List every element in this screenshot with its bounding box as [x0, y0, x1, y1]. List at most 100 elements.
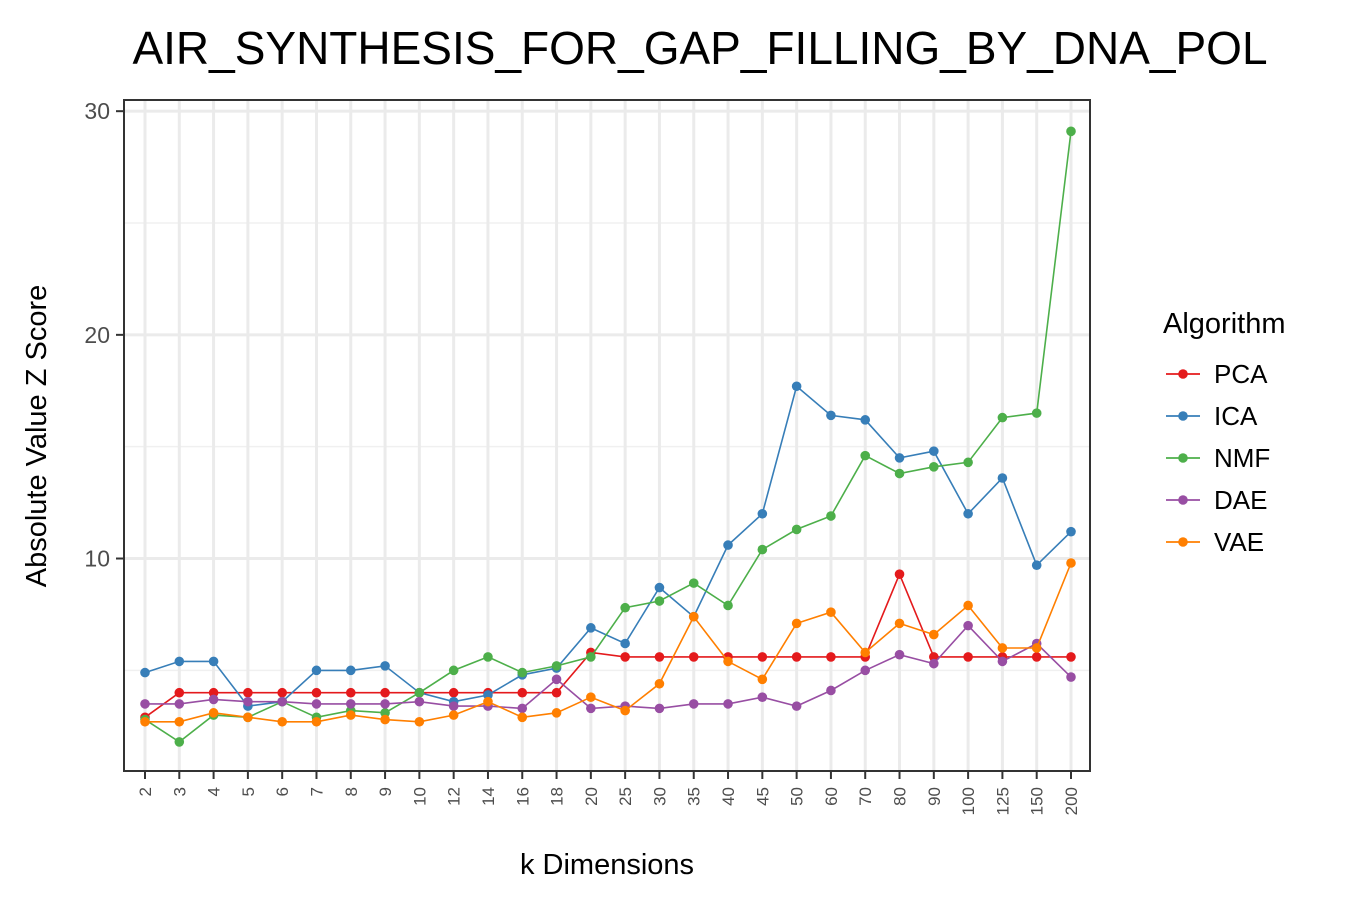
data-point-pca	[826, 652, 836, 662]
x-tick-label: 30	[650, 787, 669, 806]
data-point-nmf	[1031, 408, 1042, 418]
x-tick-label: 3	[170, 787, 189, 796]
x-tick-label: 125	[993, 787, 1012, 815]
data-point-ica	[860, 415, 871, 425]
data-point-dae	[448, 701, 459, 711]
data-point-vae	[517, 712, 528, 723]
x-tick-label: 60	[822, 787, 841, 806]
data-point-ica	[174, 656, 185, 667]
data-point-dae	[963, 620, 973, 631]
legend-label-nmf: NMF	[1214, 443, 1270, 473]
data-point-vae	[723, 656, 733, 667]
data-point-dae	[174, 699, 185, 709]
data-point-pca	[1031, 652, 1042, 662]
data-point-dae	[311, 699, 322, 709]
legend-label-dae: DAE	[1214, 485, 1267, 515]
data-point-vae	[414, 716, 425, 727]
x-tick-label: 10	[410, 787, 429, 806]
y-tick-label: 10	[84, 546, 110, 572]
data-point-vae	[277, 716, 287, 727]
legend-label-vae: VAE	[1214, 527, 1264, 557]
data-point-dae	[380, 699, 390, 709]
data-point-vae	[483, 696, 493, 707]
data-point-vae	[140, 716, 150, 727]
data-point-nmf	[757, 544, 768, 555]
data-point-ica	[723, 540, 733, 550]
data-point-pca	[894, 569, 905, 579]
legend-items: PCA ICA NMF DAE VAE	[1166, 359, 1270, 557]
data-point-vae	[208, 708, 219, 718]
data-point-dae	[140, 699, 150, 709]
data-point-vae	[243, 712, 253, 723]
data-point-pca	[929, 652, 939, 662]
chart-title: AIR_SYNTHESIS_FOR_GAP_FILLING_BY_DNA_POL	[132, 22, 1267, 74]
data-point-ica	[791, 381, 802, 392]
data-point-dae	[586, 703, 596, 714]
data-point-dae	[997, 656, 1008, 667]
data-point-vae	[894, 618, 905, 629]
data-point-vae	[757, 674, 768, 685]
data-point-dae	[860, 665, 871, 676]
data-point-ica	[826, 410, 836, 421]
data-point-dae	[826, 685, 836, 696]
data-point-nmf	[1066, 126, 1076, 137]
data-point-dae	[345, 699, 356, 709]
data-point-pca	[688, 652, 699, 662]
data-point-dae	[791, 701, 802, 711]
x-tick-label: 35	[685, 787, 704, 806]
data-point-nmf	[620, 602, 630, 613]
y-tick-labels: 10 20 30	[84, 98, 110, 571]
data-point-ica	[380, 661, 390, 671]
data-point-nmf	[826, 511, 836, 521]
x-tick-label: 14	[479, 787, 498, 806]
data-point-vae	[963, 600, 973, 611]
x-tick-label: 150	[1028, 787, 1047, 815]
data-point-dae	[757, 692, 768, 702]
legend: Algorithm PCA ICA NMF DAE VAE	[1163, 308, 1286, 557]
minor-grid	[124, 222, 1090, 672]
data-point-pca	[791, 652, 802, 662]
x-axis-title: k Dimensions	[520, 849, 694, 881]
x-tick-label: 9	[376, 787, 395, 796]
data-point-nmf	[174, 737, 185, 747]
x-tick-label: 45	[753, 787, 772, 806]
series-line-vae	[145, 562, 1072, 723]
x-tick-label: 8	[342, 787, 361, 796]
data-point-nmf	[586, 652, 596, 662]
x-tick-label: 80	[891, 787, 910, 806]
data-point-vae	[174, 716, 185, 727]
data-point-nmf	[517, 667, 528, 678]
data-point-nmf	[963, 457, 973, 468]
data-point-pca	[448, 687, 459, 698]
data-point-vae	[345, 710, 356, 720]
legend-key-point-vae	[1178, 537, 1188, 547]
legend-key-point-dae	[1178, 495, 1188, 505]
data-point-dae	[894, 649, 905, 660]
data-point-pca	[311, 687, 322, 698]
data-point-ica	[620, 638, 630, 649]
series-line-nmf	[144, 131, 1072, 743]
axis-ticks	[116, 110, 1072, 779]
data-point-ica	[208, 656, 219, 667]
data-point-ica	[929, 446, 939, 456]
data-point-ica	[894, 453, 905, 463]
plot-panel-border	[123, 99, 1091, 772]
y-tick-label: 20	[84, 322, 110, 348]
data-point-dae	[1066, 672, 1076, 682]
x-tick-label: 6	[273, 787, 292, 796]
data-point-nmf	[414, 687, 425, 698]
data-point-nmf	[483, 652, 493, 662]
data-point-vae	[1031, 643, 1042, 653]
data-point-dae	[414, 696, 425, 707]
data-point-nmf	[654, 596, 665, 606]
series-line-pca	[144, 572, 1071, 718]
x-tick-label: 5	[239, 787, 258, 796]
data-point-vae	[929, 629, 939, 640]
x-tick-label: 12	[445, 787, 464, 806]
data-point-vae	[826, 607, 836, 617]
data-point-nmf	[448, 665, 459, 676]
data-point-nmf	[860, 450, 871, 461]
x-tick-label: 90	[925, 787, 944, 806]
data-point-dae	[688, 699, 699, 709]
